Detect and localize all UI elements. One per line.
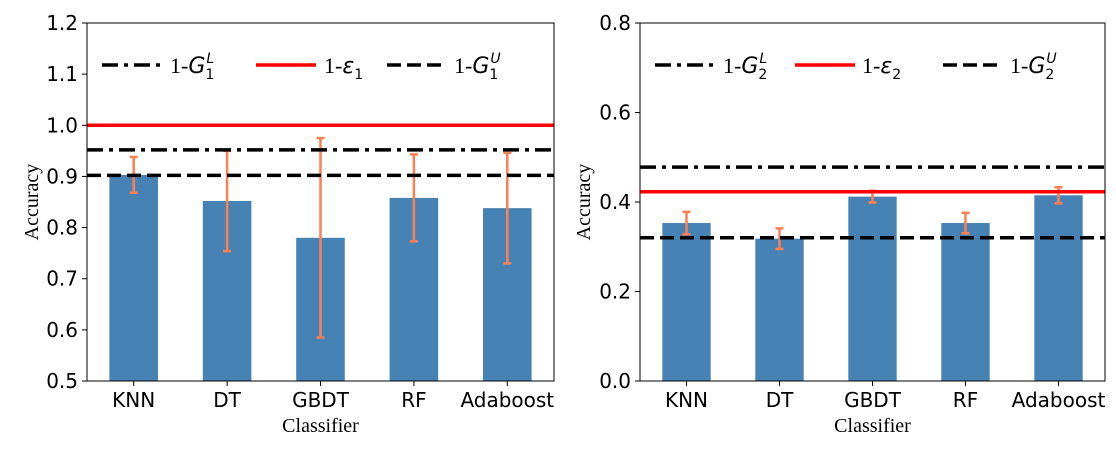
y-tick-label: 1.0 <box>46 113 78 137</box>
y-tick-label: 0.0 <box>599 369 631 393</box>
y-tick-label: 0.2 <box>599 280 631 304</box>
error-bar-knn <box>682 210 691 236</box>
plot-frame <box>86 22 555 382</box>
x-tick-label: Adaboost <box>1012 388 1106 412</box>
y-tick-label: 0.4 <box>599 190 631 214</box>
chart-panel-1: KNN DT GBDT RF Adaboost 0.5 0.6 0.7 0.8 0.9 1.0 1.1… <box>21 11 555 437</box>
y-axis-label: Accuracy <box>573 164 595 241</box>
y-tick-label: 0.8 <box>46 216 78 240</box>
x-tick-label: KNN <box>112 388 155 412</box>
error-bar-rf <box>409 153 418 243</box>
plot-frame <box>639 22 1106 382</box>
x-tick-label: DT <box>766 388 794 412</box>
legend-entry: 1-ε2 <box>862 53 901 83</box>
error-bar-gbdt <box>316 136 325 339</box>
bar-gbdt <box>848 196 897 381</box>
legend-entry: 1-ε1 <box>324 53 363 83</box>
y-tick-label: 1.2 <box>46 11 78 35</box>
error-bar-rf <box>961 211 970 235</box>
y-tick-label: 1.1 <box>46 62 78 86</box>
y-tick-label: 0.5 <box>46 369 78 393</box>
error-bar-adaboost <box>1054 185 1063 205</box>
chart-panel-2: KNN DT GBDT RF Adaboost 0.0 0.2 0.4 0.6 0.8 Classi… <box>573 11 1106 437</box>
bar-knn <box>109 174 158 381</box>
x-tick-label: KNN <box>665 388 708 412</box>
legend-entry: 1-G2L <box>723 51 767 83</box>
x-tick-label: DT <box>213 388 241 412</box>
x-axis-label: Classifier <box>282 415 359 437</box>
x-tick-label: RF <box>953 388 978 412</box>
legend: 1-G2L 1-ε2 1-G2U <box>655 51 1057 83</box>
bar-dt <box>755 238 804 381</box>
legend: 1-G1L 1-ε1 1-G1U <box>102 51 501 83</box>
bar-adaboost <box>1034 195 1083 381</box>
bar-rf <box>941 223 990 381</box>
legend-entry: 1-G1L <box>170 51 214 83</box>
y-tick-label: 0.9 <box>46 164 78 188</box>
y-tick-label: 0.8 <box>599 11 631 35</box>
x-tick-label: Adaboost <box>460 388 554 412</box>
error-bar-adaboost <box>503 151 512 265</box>
y-tick-label: 0.7 <box>46 267 78 291</box>
legend-entry: 1-G2U <box>1010 51 1057 83</box>
y-tick-label: 0.6 <box>599 101 631 125</box>
x-axis-label: Classifier <box>834 415 911 437</box>
y-tick-label: 0.6 <box>46 318 78 342</box>
legend-entry: 1-G1U <box>454 51 501 83</box>
error-bar-dt <box>775 227 784 251</box>
x-tick-label: GBDT <box>844 388 902 412</box>
x-tick-label: RF <box>401 388 426 412</box>
bar-knn <box>662 223 711 381</box>
y-axis-label: Accuracy <box>21 164 43 241</box>
x-tick-label: GBDT <box>292 388 350 412</box>
